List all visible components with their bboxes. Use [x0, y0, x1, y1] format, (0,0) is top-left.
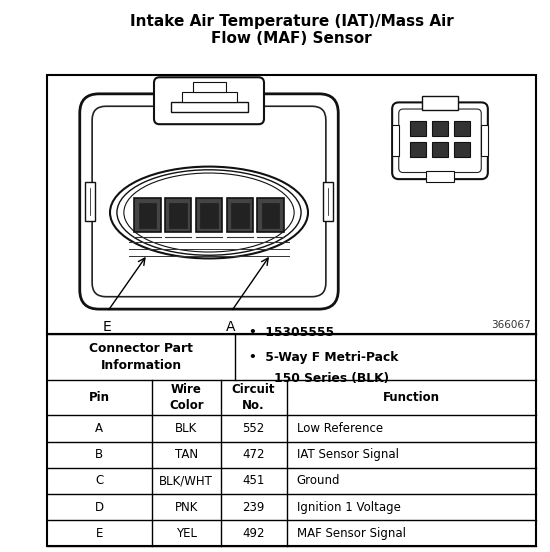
Text: A: A — [95, 422, 103, 435]
Text: BLK: BLK — [175, 422, 197, 435]
Text: 150 Series (BLK): 150 Series (BLK) — [274, 371, 389, 385]
Text: Ignition 1 Voltage: Ignition 1 Voltage — [296, 501, 400, 514]
Text: 451: 451 — [243, 475, 265, 487]
Ellipse shape — [124, 173, 294, 252]
Text: A: A — [226, 320, 236, 334]
Text: IAT Sensor Signal: IAT Sensor Signal — [296, 448, 399, 461]
Text: Intake Air Temperature (IAT)/Mass Air
Flow (MAF) Sensor: Intake Air Temperature (IAT)/Mass Air Fl… — [130, 14, 453, 46]
Bar — [192, 82, 226, 92]
Text: •  5-Way F Metri-Pack: • 5-Way F Metri-Pack — [249, 351, 398, 364]
Bar — [432, 121, 448, 136]
Bar — [139, 203, 156, 228]
Text: YEL: YEL — [176, 527, 197, 540]
Bar — [481, 125, 488, 156]
Text: E: E — [96, 527, 103, 540]
Bar — [196, 198, 222, 232]
Bar — [169, 203, 187, 228]
Text: MAF Sensor Signal: MAF Sensor Signal — [296, 527, 405, 540]
Bar — [410, 142, 426, 157]
Text: 366067: 366067 — [491, 320, 531, 330]
Bar — [134, 198, 161, 232]
Bar — [422, 96, 458, 110]
Bar — [392, 125, 399, 156]
Text: Low Reference: Low Reference — [296, 422, 383, 435]
Text: Wire
Color: Wire Color — [169, 384, 204, 412]
Text: B: B — [95, 448, 103, 461]
Text: Connector Part
Information: Connector Part Information — [89, 342, 193, 372]
Text: Ground: Ground — [296, 475, 340, 487]
Bar — [231, 203, 249, 228]
Bar — [454, 142, 470, 157]
Text: 552: 552 — [243, 422, 265, 435]
Bar — [257, 198, 284, 232]
Bar — [47, 334, 536, 546]
FancyBboxPatch shape — [154, 77, 264, 124]
Bar — [170, 102, 248, 112]
Text: PNK: PNK — [174, 501, 198, 514]
Bar — [200, 203, 218, 228]
Text: 492: 492 — [243, 527, 265, 540]
FancyBboxPatch shape — [80, 94, 338, 309]
Text: Pin: Pin — [89, 391, 110, 405]
FancyBboxPatch shape — [92, 106, 326, 297]
Bar — [227, 198, 253, 232]
Ellipse shape — [117, 170, 301, 255]
Text: C: C — [95, 475, 103, 487]
Ellipse shape — [110, 167, 308, 258]
Bar — [432, 142, 448, 157]
Text: 239: 239 — [243, 501, 265, 514]
Text: Circuit
No.: Circuit No. — [232, 384, 276, 412]
Text: D: D — [95, 501, 104, 514]
Text: •  15305555: • 15305555 — [249, 326, 334, 339]
Bar — [85, 182, 95, 221]
Bar — [426, 171, 454, 182]
FancyBboxPatch shape — [399, 109, 481, 172]
Bar — [47, 75, 536, 334]
Text: 472: 472 — [243, 448, 265, 461]
Text: TAN: TAN — [175, 448, 198, 461]
Bar — [454, 121, 470, 136]
Text: E: E — [103, 320, 112, 334]
Bar — [182, 92, 236, 102]
Bar — [165, 198, 191, 232]
Bar — [410, 121, 426, 136]
Text: BLK/WHT: BLK/WHT — [160, 475, 213, 487]
Bar — [262, 203, 279, 228]
Bar — [323, 182, 333, 221]
Text: Function: Function — [383, 391, 440, 405]
FancyBboxPatch shape — [392, 103, 488, 179]
